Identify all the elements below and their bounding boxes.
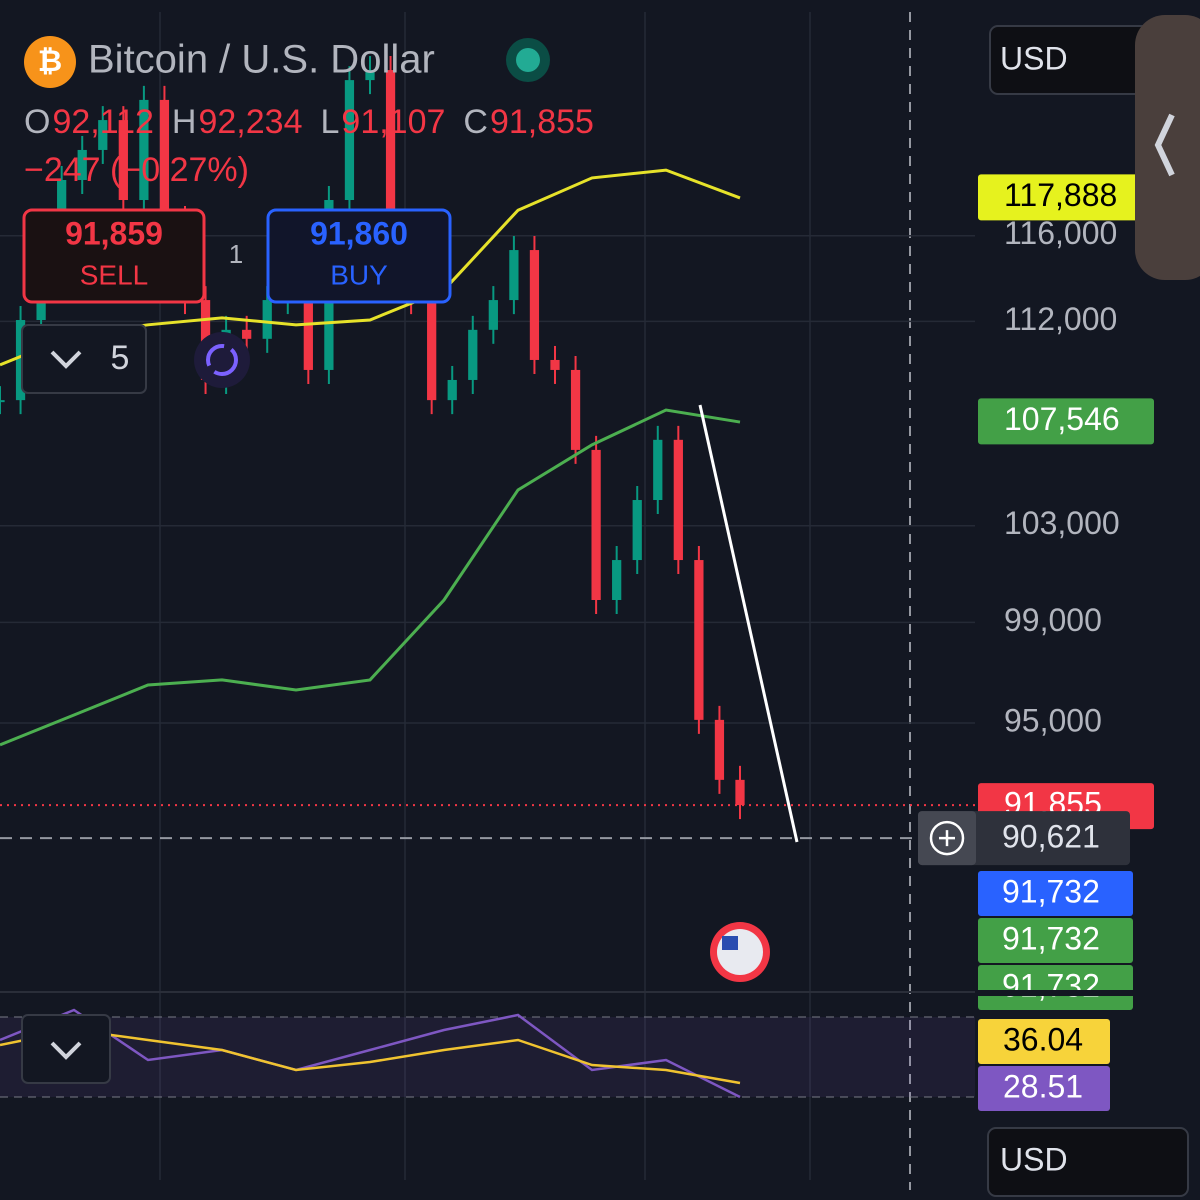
stacked-tag [978,918,1133,963]
ohlc-value: 92,234 [198,103,302,141]
candle-body [509,250,519,301]
y-tick-label: 99,000 [1004,602,1102,638]
ma-line [0,1028,741,1085]
currency-bottom-label: USD [1000,1141,1068,1177]
price-tag-label: 107,546 [1004,401,1120,437]
pane-cover [975,990,1200,996]
candle-body [262,300,272,339]
buy-label: BUY [330,259,388,290]
spread: 1 [229,239,243,269]
event-flag [717,929,763,975]
symbol: Bitcoin / U.S. Dollar [88,38,435,82]
ohlc: O 92,112 H 92,234 L 91,107 C 91,855 [24,103,594,141]
currency-top-label: USD [1000,40,1068,76]
tags: 117,888107,54691,85590,62191,73291,73291… [918,174,1200,1111]
ohlc-key: L [320,103,339,141]
candle-body [488,300,498,330]
rsi-tag [978,1066,1110,1111]
price-tag [978,174,1154,221]
ma-line [0,408,741,747]
candle-body [159,99,170,220]
y-tick-label: 116,000 [1004,215,1117,251]
sell-price: 91,859 [65,215,163,251]
buy-button[interactable] [266,208,452,304]
interval-dropdown[interactable] [21,324,147,394]
ohlc-value: 92,112 [52,103,153,141]
buy-price: 91,860 [310,215,408,251]
crosshair-plus-sign [939,830,955,847]
candle-body [529,250,540,360]
currency-bottom[interactable] [987,1127,1189,1197]
price-tag [978,398,1154,445]
axis-labels: 116,000 112,000 103,000 99,000 95,000 [1004,215,1120,738]
interval: 5 [111,339,130,377]
candle-body [653,439,663,501]
change: −247 (−0.27%) [24,151,249,189]
side-panel-handle[interactable] [1135,15,1200,280]
candle-body [714,719,725,780]
candle-body [550,359,560,370]
sell-label: SELL [80,259,149,290]
candle-body [735,779,745,806]
rsi-tag [978,1019,1110,1064]
chevron [50,350,82,369]
status-dot [516,48,540,72]
candle-body [612,560,622,601]
rsi-band [0,1017,975,1097]
ohlc-key: O [24,103,50,141]
candle-body [694,560,704,720]
candle-body [468,329,478,380]
candle-body [15,320,26,401]
candle-body [570,369,581,450]
rsi-tag-label: 28.51 [1003,1068,1083,1104]
y-tick-label: 112,000 [1004,301,1117,337]
rsi-dropdown[interactable] [21,1014,111,1084]
flag-canton [722,936,738,950]
y-tick-label: 95,000 [1004,702,1102,738]
candle-body [118,120,128,201]
ohlc-key: H [172,103,197,141]
candle-body [0,400,5,403]
candle-body [344,80,355,201]
candle-body [139,99,149,201]
replay-icon [206,344,238,376]
candle-body [77,149,87,180]
ohlc-value: 91,107 [341,103,445,141]
candle-body [385,70,396,260]
candle-body [591,449,601,601]
crosshair-plus [929,820,965,856]
sell-button[interactable] [22,208,206,304]
btc-icon-glyph: ₿ [38,45,62,78]
ohlc-value: 91,855 [490,103,594,141]
candle-body [303,295,313,370]
candle-body [98,120,108,150]
candle-body [632,500,642,561]
rsi-tag-label: 36.04 [1003,1021,1083,1057]
trend-line [698,404,799,843]
y-tick-label: 103,000 [1004,505,1120,541]
stacked-tag-label: 91,732 [1002,967,1100,1003]
price-tag-label: 117,888 [1004,177,1117,213]
side-panel-arrow [1154,113,1175,177]
candle-body [365,70,375,81]
chevron [50,1041,82,1060]
candle-body [427,300,437,401]
crosshair-label: 90,621 [1002,819,1100,855]
stacked-tag [978,965,1133,1010]
btc-icon [24,36,76,88]
stacked-tag [978,871,1133,916]
candle-body [673,439,683,561]
candle-body [242,329,252,339]
stacked-tag-label: 91,732 [1002,873,1100,909]
stacked-tag-label: 91,732 [1002,920,1100,956]
candle-body [447,379,457,401]
ohlc-key: C [463,103,488,141]
replay-button[interactable] [194,332,250,388]
